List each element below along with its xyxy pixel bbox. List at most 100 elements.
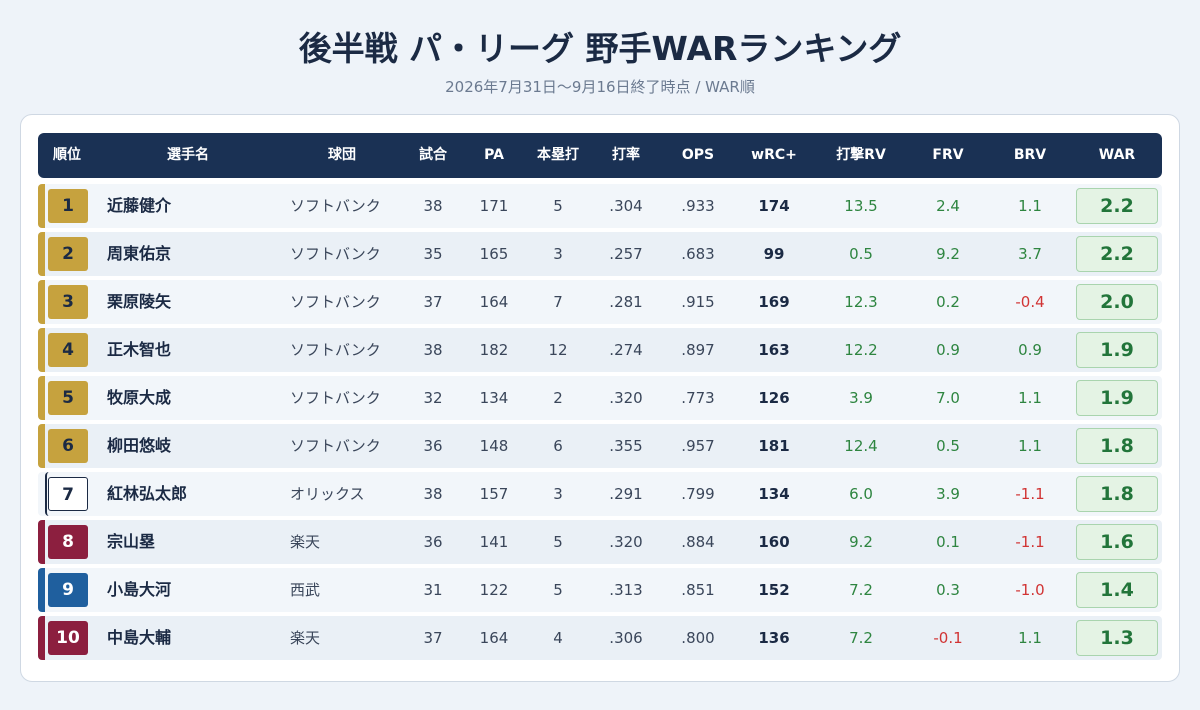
cell-pa: 164	[479, 629, 509, 647]
rank-badge: 8	[48, 525, 88, 559]
col-frv[interactable]: FRV	[932, 147, 964, 163]
col-pa[interactable]: PA	[484, 147, 504, 163]
team-accent-bar	[38, 376, 45, 420]
cell-bat-rv: 12.3	[844, 293, 878, 311]
cell-bat-rv: 3.9	[849, 389, 873, 407]
col-avg[interactable]: 打率	[612, 147, 640, 163]
cell-hr: 4	[553, 629, 563, 647]
cell-brv: 1.1	[1018, 437, 1042, 455]
table-row[interactable]: 7 紅林弘太郎 オリックス 38 157 3 .291 .799 134 6.0 3.9 -1.1 1.…	[38, 472, 1162, 516]
cell-pa: 157	[479, 485, 509, 503]
table-row[interactable]: 1 近藤健介 ソフトバンク 38 171 5 .304 .933 174 13.5 2.4 1.1 2.…	[38, 184, 1162, 228]
player-name[interactable]: 栗原陵矢	[107, 292, 172, 311]
col-brv[interactable]: BRV	[1013, 147, 1047, 163]
cell-hr: 5	[553, 197, 563, 215]
cell-bat-rv: 12.4	[844, 437, 878, 455]
table-row[interactable]: 5 牧原大成 ソフトバンク 32 134 2 .320 .773 126 3.9 7.0 1.1 1.9	[38, 376, 1162, 420]
table-row[interactable]: 8 宗山塁 楽天 36 141 5 .320 .884 160 9.2 0.1 -1.1 1.6	[38, 520, 1162, 564]
cell-frv: 0.9	[936, 341, 960, 359]
cell-wrc: 174	[758, 197, 790, 215]
cell-pa: 122	[479, 581, 509, 599]
team-name: ソフトバンク	[290, 293, 381, 311]
player-name[interactable]: 柳田悠岐	[107, 436, 172, 455]
col-ops[interactable]: OPS	[681, 147, 715, 163]
col-name[interactable]: 選手名	[167, 147, 209, 163]
war-value: 1.8	[1076, 476, 1158, 512]
cell-ops: .933	[681, 197, 715, 215]
cell-frv: 7.0	[936, 389, 960, 407]
cell-games: 37	[423, 629, 443, 647]
table-row[interactable]: 2 周東佑京 ソフトバンク 35 165 3 .257 .683 99 0.5 9.2 3.7 2.2	[38, 232, 1162, 276]
cell-brv: -0.4	[1015, 293, 1045, 311]
rank-badge: 5	[48, 381, 88, 415]
col-war[interactable]: WAR	[1098, 147, 1136, 163]
team-accent-bar	[38, 184, 45, 228]
page-title: 後半戦 パ・リーグ 野手WARランキング	[298, 29, 902, 68]
col-bat-rv[interactable]: 打撃RV	[836, 147, 886, 163]
col-wrc[interactable]: wRC+	[751, 147, 797, 163]
player-name[interactable]: 小島大河	[107, 580, 172, 599]
cell-ops: .683	[681, 245, 715, 263]
cell-games: 37	[423, 293, 443, 311]
cell-brv: -1.1	[1015, 485, 1045, 503]
player-name[interactable]: 周東佑京	[107, 244, 172, 263]
cell-wrc: 163	[758, 341, 790, 359]
cell-games: 38	[423, 341, 443, 359]
player-name[interactable]: 牧原大成	[107, 388, 172, 407]
table-row[interactable]: 9 小島大河 西武 31 122 5 .313 .851 152 7.2 0.3 -1.0 1.4	[38, 568, 1162, 612]
col-team[interactable]: 球団	[328, 147, 356, 163]
cell-ops: .851	[681, 581, 715, 599]
war-value: 1.4	[1076, 572, 1158, 608]
cell-avg: .355	[609, 437, 643, 455]
player-name[interactable]: 中島大輔	[107, 628, 172, 647]
cell-hr: 5	[553, 533, 563, 551]
rank-badge: 10	[48, 621, 88, 655]
cell-games: 32	[423, 389, 443, 407]
col-rank[interactable]: 順位	[53, 147, 81, 163]
cell-frv: 0.5	[936, 437, 960, 455]
col-hr[interactable]: 本塁打	[537, 147, 579, 163]
cell-brv: -1.1	[1015, 533, 1045, 551]
player-name[interactable]: 紅林弘太郎	[107, 484, 188, 503]
rank-badge: 4	[48, 333, 88, 367]
war-value: 2.2	[1076, 236, 1158, 272]
team-name: 楽天	[290, 533, 321, 551]
table-row[interactable]: 10 中島大輔 楽天 37 164 4 .306 .800 136 7.2 -0.1 1.1 1.3	[38, 616, 1162, 660]
cell-games: 36	[423, 533, 443, 551]
rank-badge: 2	[48, 237, 88, 271]
team-accent-bar	[38, 328, 45, 372]
player-name[interactable]: 宗山塁	[107, 532, 156, 551]
team-name: ソフトバンク	[290, 389, 381, 407]
cell-ops: .957	[681, 437, 715, 455]
player-name[interactable]: 正木智也	[107, 340, 172, 359]
player-name[interactable]: 近藤健介	[107, 196, 172, 215]
cell-bat-rv: 12.2	[844, 341, 878, 359]
cell-hr: 3	[553, 485, 563, 503]
cell-avg: .281	[609, 293, 643, 311]
cell-pa: 141	[479, 533, 509, 551]
war-value: 2.0	[1076, 284, 1158, 320]
table-row[interactable]: 3 栗原陵矢 ソフトバンク 37 164 7 .281 .915 169 12.3 0.2 -0.4 2…	[38, 280, 1162, 324]
team-accent-bar	[38, 424, 45, 468]
war-value: 1.6	[1076, 524, 1158, 560]
cell-bat-rv: 0.5	[849, 245, 873, 263]
cell-bat-rv: 6.0	[849, 485, 873, 503]
table-row[interactable]: 6 柳田悠岐 ソフトバンク 36 148 6 .355 .957 181 12.4 0.5 1.1 1.…	[38, 424, 1162, 468]
cell-avg: .320	[609, 533, 643, 551]
cell-bat-rv: 7.2	[849, 581, 873, 599]
war-value: 1.8	[1076, 428, 1158, 464]
cell-wrc: 136	[758, 629, 790, 647]
cell-frv: 3.9	[936, 485, 960, 503]
cell-wrc: 152	[758, 581, 790, 599]
cell-wrc: 126	[758, 389, 790, 407]
cell-brv: 3.7	[1018, 245, 1042, 263]
team-name: 西武	[290, 581, 321, 599]
team-accent-bar	[38, 280, 45, 324]
cell-brv: -1.0	[1015, 581, 1045, 599]
col-games[interactable]: 試合	[419, 147, 447, 163]
team-name: ソフトバンク	[290, 437, 381, 455]
table-row[interactable]: 4 正木智也 ソフトバンク 38 182 12 .274 .897 163 12.2 0.9 0.9 1…	[38, 328, 1162, 372]
cell-hr: 3	[553, 245, 563, 263]
team-name: オリックス	[290, 485, 365, 503]
cell-brv: 1.1	[1018, 389, 1042, 407]
